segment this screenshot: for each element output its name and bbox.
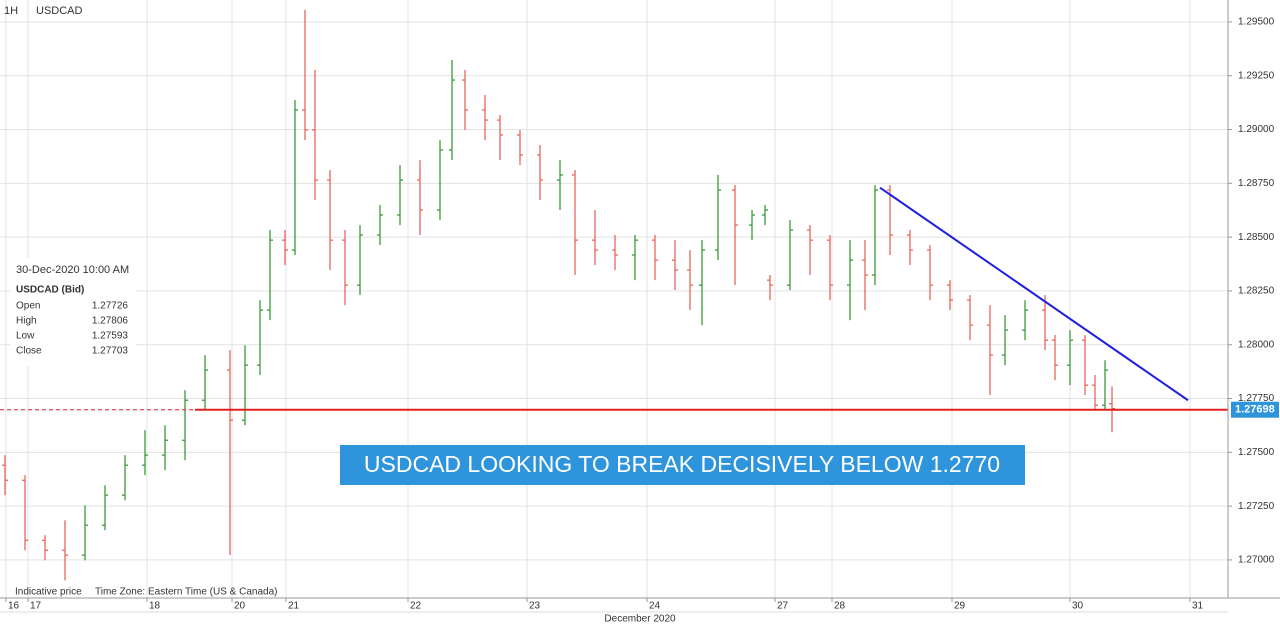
- y-tick-label: 1.27500: [1238, 447, 1275, 458]
- x-tick-label: 24: [649, 601, 661, 612]
- x-tick-label: 17: [30, 601, 42, 612]
- mark-layer: [0, 9, 1228, 581]
- info-value: 1.27806: [92, 316, 129, 327]
- y-tick-label: 1.28500: [1238, 232, 1275, 243]
- info-label: Open: [16, 301, 40, 312]
- x-tick-label: 31: [1192, 601, 1204, 612]
- info-value: 1.27593: [92, 331, 129, 342]
- y-tick-label: 1.29000: [1238, 124, 1275, 135]
- x-tick-label: 21: [288, 601, 300, 612]
- info-panel: [10, 258, 136, 366]
- info-datetime: 30-Dec-2020 10:00 AM: [16, 264, 129, 276]
- last-price-box: [1231, 401, 1279, 418]
- x-tick-label: 20: [234, 601, 246, 612]
- timeframe: 1H: [4, 5, 18, 17]
- x-tick-label: 16: [8, 601, 20, 612]
- info-rows: Open 1.27726 High 1.27806 Low 1.27593 Close 1.2…: [16, 301, 128, 357]
- y-tick-label: 1.28750: [1238, 178, 1275, 189]
- x-tick-label: 18: [149, 601, 161, 612]
- info-instrument: USDCAD (Bid): [16, 285, 84, 296]
- y-tick-label: 1.28000: [1238, 339, 1275, 350]
- x-tick-label: 22: [410, 601, 422, 612]
- info-label: Close: [16, 346, 42, 357]
- annotation-box: [340, 445, 1025, 485]
- symbol: USDCAD: [36, 5, 83, 17]
- info-value: 1.27703: [92, 346, 129, 357]
- x-tick-label: 30: [1072, 601, 1084, 612]
- y-tick-label: 1.27750: [1238, 393, 1275, 404]
- x-tick-label: 29: [954, 601, 966, 612]
- info-label: High: [16, 316, 37, 327]
- x-axis-label: December 2020: [604, 614, 676, 625]
- annotation: USDCAD LOOKING TO BREAK DECISIVELY BELOW…: [364, 451, 1000, 477]
- x-tick-label: 23: [529, 601, 541, 612]
- trendline: [879, 186, 1189, 402]
- info-value: 1.27726: [92, 301, 129, 312]
- x-tick-label: 27: [777, 601, 789, 612]
- y-tick-label: 1.27000: [1238, 555, 1275, 566]
- y-tick-label: 1.29250: [1238, 70, 1275, 81]
- footer-left: Indicative price: [15, 587, 82, 598]
- info-label: Low: [16, 331, 35, 342]
- footer-timezone: Time Zone: Eastern Time (US & Canada): [95, 587, 277, 598]
- y-tick-label: 1.27250: [1238, 501, 1275, 512]
- x-tick-label: 28: [834, 601, 846, 612]
- y-tick-label: 1.28250: [1238, 286, 1275, 297]
- y-tick-label: 1.29500: [1238, 17, 1275, 28]
- last-price-label: 1.27698: [1235, 404, 1275, 416]
